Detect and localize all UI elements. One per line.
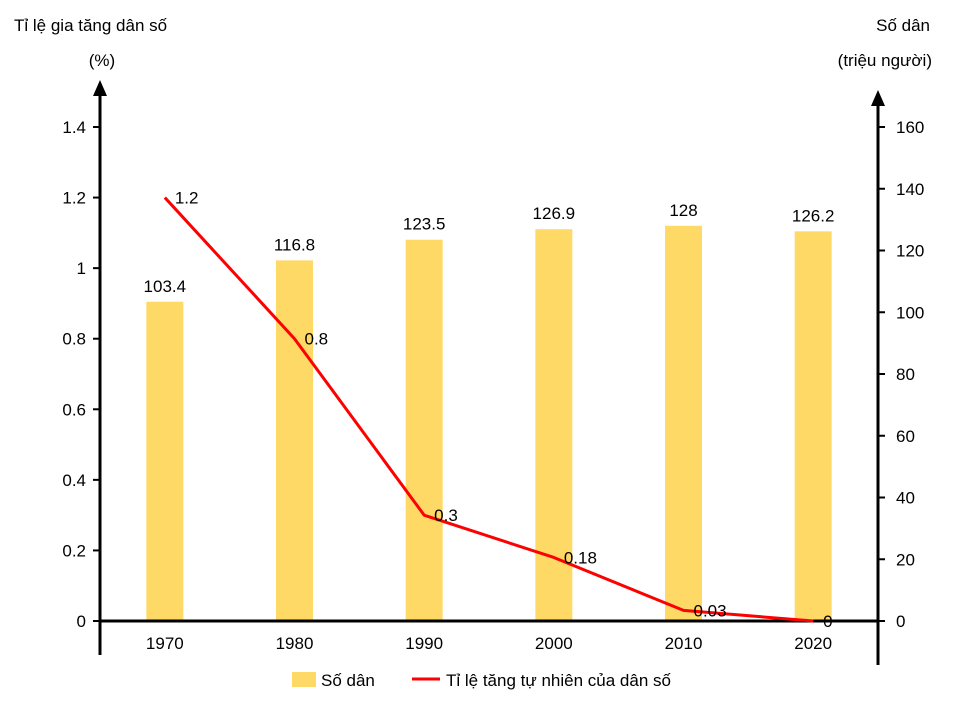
right-axis-title: Số dân <box>876 16 930 35</box>
legend-label-line: Tỉ lệ tăng tự nhiên của dân số <box>446 671 672 690</box>
left-tick-label: 0 <box>77 612 86 631</box>
bar <box>276 260 313 621</box>
x-tick-label: 2010 <box>665 634 703 653</box>
line-data-label: 0.3 <box>434 506 458 525</box>
left-tick-label: 0.6 <box>62 400 86 419</box>
right-tick-label: 0 <box>896 612 905 631</box>
left-axis-unit: (%) <box>89 51 115 70</box>
bar <box>665 225 702 622</box>
left-axis-title: Tỉ lệ gia tăng dân số <box>14 16 168 35</box>
right-axis-unit: (triệu người) <box>838 51 932 70</box>
bar-data-label: 126.2 <box>792 206 835 225</box>
right-tick-label: 80 <box>896 365 915 384</box>
right-tick-label: 40 <box>896 489 915 508</box>
right-tick-label: 160 <box>896 118 924 137</box>
x-tick-label: 2020 <box>794 634 832 653</box>
left-tick-label: 0.4 <box>62 471 86 490</box>
x-axis-ticks: 1970 1980 1990 2000 2010 2020 <box>146 634 832 653</box>
bar-data-label: 116.8 <box>274 235 315 254</box>
left-tick-label: 1 <box>77 259 86 278</box>
legend: Số dân Tỉ lệ tăng tự nhiên của dân số <box>292 671 672 690</box>
line-data-labels: 1.2 0.8 0.3 0.18 0.03 0 <box>164 189 833 631</box>
right-tick-label: 140 <box>896 180 924 199</box>
bar-data-label: 103.4 <box>144 277 187 296</box>
line-series <box>163 196 814 623</box>
left-axis-arrow <box>93 80 107 96</box>
x-tick-label: 1970 <box>146 634 184 653</box>
bar <box>794 231 832 622</box>
bar <box>146 301 184 621</box>
bar-data-label: 126.9 <box>533 204 576 223</box>
bar-series <box>146 225 832 622</box>
bar <box>405 239 443 621</box>
line-data-label: 1.2 <box>175 189 199 208</box>
bar-data-label: 123.5 <box>403 215 446 234</box>
bar-data-label: 128 <box>669 201 697 220</box>
x-tick-label: 1990 <box>405 634 443 653</box>
line-data-label: 0.18 <box>564 548 597 567</box>
bar <box>535 229 573 622</box>
right-tick-label: 60 <box>896 427 915 446</box>
line-data-label: 0.8 <box>305 330 329 349</box>
legend-label-bar: Số dân <box>321 671 375 690</box>
left-tick-label: 0.8 <box>62 330 86 349</box>
right-axis-arrow <box>871 90 885 106</box>
right-tick-label: 100 <box>896 303 924 322</box>
x-tick-label: 2000 <box>535 634 573 653</box>
bar-data-labels: 103.4 116.8 123.5 126.9 128 126.2 <box>144 201 835 296</box>
x-tick-label: 1980 <box>276 634 314 653</box>
axes <box>93 80 885 665</box>
legend-swatch-bar <box>292 672 316 687</box>
right-axis-ticks: 0 20 40 60 80 100 120 140 160 <box>878 118 924 631</box>
line-data-label: 0.03 <box>694 601 727 620</box>
left-tick-label: 1.4 <box>62 118 86 137</box>
right-tick-label: 20 <box>896 550 915 569</box>
left-tick-label: 1.2 <box>62 189 86 208</box>
left-tick-label: 0.2 <box>62 541 86 560</box>
left-axis-ticks: 0 0.2 0.4 0.6 0.8 1 1.2 1.4 <box>62 118 100 631</box>
line-data-label: 0 <box>823 612 832 631</box>
right-tick-label: 120 <box>896 242 924 261</box>
